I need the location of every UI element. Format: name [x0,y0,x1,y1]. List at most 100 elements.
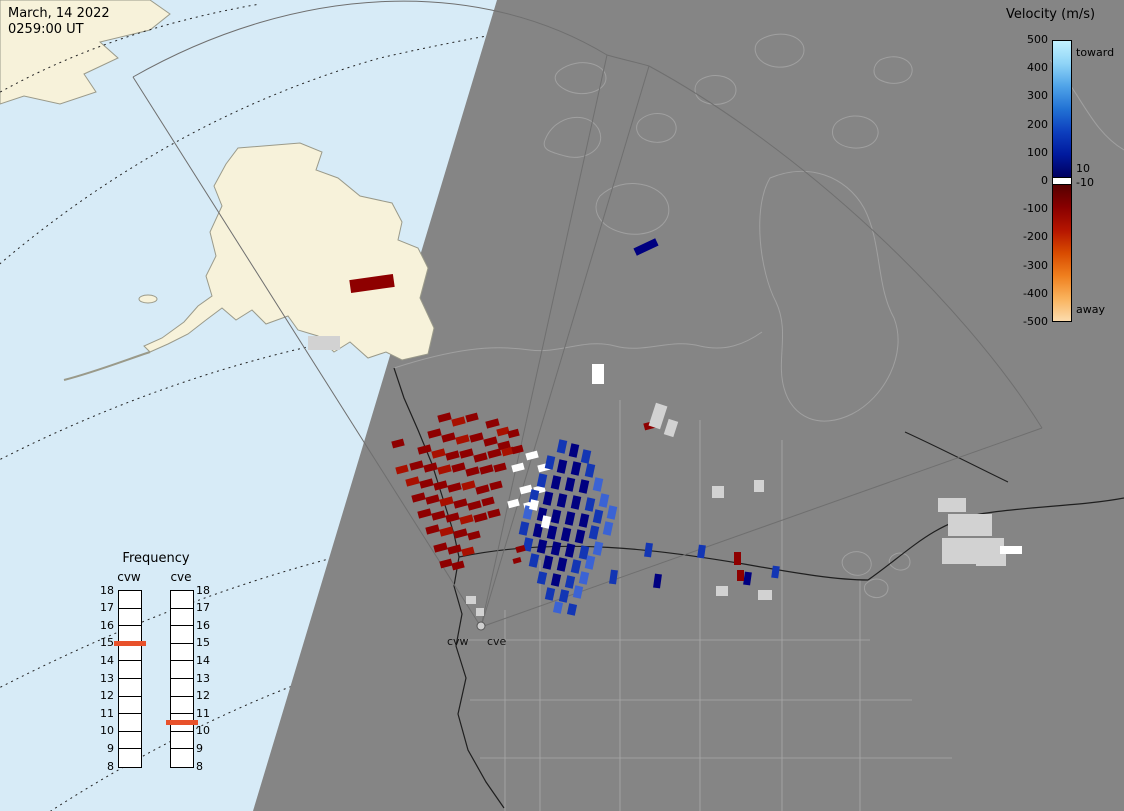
velocity-cell [771,565,780,579]
velocity-tick-label: 100 [1027,145,1048,159]
velocity-cell [578,571,590,585]
velocity-tick-label: 0 [1041,174,1048,187]
velocity-cell [556,493,568,508]
frequency-tick-label: 18 [100,583,114,597]
great-lake-outline [841,551,872,576]
velocity-cell [465,466,480,477]
velocity-cell [507,428,520,439]
velocity-cells [308,238,1022,616]
velocity-cell [716,586,728,596]
velocity-cell [467,500,482,511]
velocity-cell [453,528,468,539]
velocity-cell [447,544,462,555]
frequency-tick-label: 18 [196,583,210,597]
velocity-cell [405,476,420,487]
velocity-cell [556,459,568,474]
velocity-cell [1000,546,1022,554]
ground-scatter-lower-label: -10 [1076,176,1094,189]
velocity-cell [441,432,456,443]
frequency-tick-label: 15 [100,636,114,650]
velocity-cell [737,570,744,581]
velocity-cell [409,460,424,471]
fov-inner-edge [480,54,608,628]
night-coastlines-gray [393,33,1124,599]
velocity-cell [584,463,596,478]
frequency-ladder-cell [171,714,193,732]
velocity-cell [754,480,764,492]
velocity-cell [536,539,548,554]
velocity-cell [475,484,490,495]
velocity-cell [540,515,552,529]
st-lawrence-island [138,294,158,304]
velocity-cell [515,544,526,554]
graticule-arc [0,523,471,691]
velocity-tick-label: -200 [1023,230,1048,244]
velocity-cell [437,412,452,423]
velocity-cell [453,498,468,509]
radar-site-marker [476,621,486,631]
velocity-cell [572,585,584,599]
colorbar-away-gradient [1053,185,1071,321]
velocity-cell [743,571,752,586]
velocity-cell [570,559,582,574]
frequency-ladder-cell [171,644,193,662]
velocity-cell [419,478,434,489]
velocity-cell [578,545,590,560]
frequency-tick-label: 12 [100,689,114,703]
frequency-ladder-cell [171,591,193,609]
aleutian-chain [63,351,151,381]
great-lake-outline [863,578,889,599]
pacific-coastline [393,367,505,809]
velocity-cell [648,402,668,430]
velocity-cell [574,529,586,544]
time-label: 0259:00 UT [8,22,84,37]
velocity-cell [433,542,448,553]
frequency-tick-label: 10 [100,724,114,738]
velocity-cell [588,525,600,540]
frequency-tick-label: 11 [196,706,210,720]
frequency-ladder-cell [119,749,141,767]
velocity-cell [511,462,525,473]
frequency-ladder-cell [119,714,141,732]
velocity-cell [948,514,992,536]
frequency-tick-label: 12 [196,689,210,703]
frequency-column-header-cve: cve [170,570,192,584]
velocity-cell [564,543,576,558]
velocity-cell [349,274,395,293]
velocity-cell [439,496,454,507]
arctic-island [543,116,602,158]
velocity-cell [423,462,438,473]
arctic-island [873,56,913,84]
velocity-cell [469,432,484,443]
velocity-cell [550,573,562,587]
velocity-cell [592,509,604,524]
frequency-ladder-cell [171,679,193,697]
arctic-island [636,112,677,143]
velocity-cell [697,544,706,559]
night-terminator-region [253,0,1124,811]
velocity-cell [556,557,568,572]
velocity-cell [391,438,405,449]
velocity-cell [606,505,618,520]
velocity-cell [466,596,476,604]
velocity-tick-label: -400 [1023,286,1048,300]
velocity-cell [467,530,481,541]
st-lawrence-line [904,431,1009,483]
velocity-cell [485,418,500,429]
velocity-cell [493,462,507,473]
frequency-tick-label: 9 [107,741,114,755]
arctic-island [554,62,607,94]
frequency-tick-label: 17 [196,601,210,615]
velocity-cell [511,444,524,455]
velocity-cell [550,509,562,524]
velocity-cell [465,412,479,423]
velocity-cell [445,512,460,523]
velocity-cell [459,448,474,459]
coastlines-black [393,367,1124,809]
radar-site-label-cve: cve [487,635,507,648]
velocity-cell [461,546,475,557]
velocity-tick-label: 400 [1027,61,1048,75]
frequency-tick-label: 8 [196,759,203,773]
velocity-cell [544,455,556,470]
